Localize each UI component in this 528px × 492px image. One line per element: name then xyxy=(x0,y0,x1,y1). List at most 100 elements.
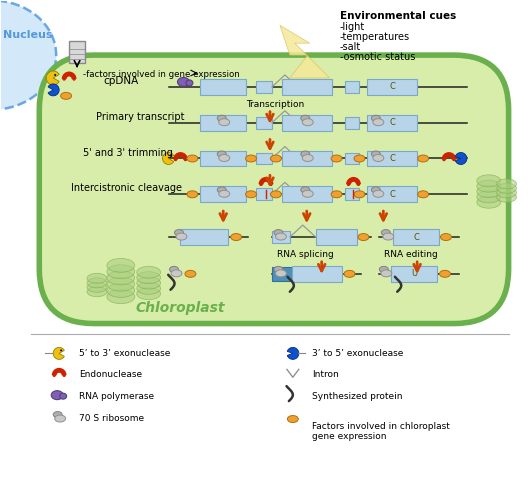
Ellipse shape xyxy=(169,266,178,273)
Ellipse shape xyxy=(270,155,281,162)
Ellipse shape xyxy=(418,155,429,162)
Ellipse shape xyxy=(383,233,394,240)
Ellipse shape xyxy=(354,191,365,198)
Bar xyxy=(367,79,417,95)
Ellipse shape xyxy=(497,184,516,193)
Bar xyxy=(272,231,290,243)
Ellipse shape xyxy=(171,270,182,277)
Ellipse shape xyxy=(177,77,190,87)
Ellipse shape xyxy=(219,119,230,125)
Ellipse shape xyxy=(60,393,67,399)
Text: Chloroplast: Chloroplast xyxy=(136,301,225,314)
Text: C: C xyxy=(413,233,419,242)
Text: -temperatures: -temperatures xyxy=(340,32,410,42)
Text: Nucleus: Nucleus xyxy=(4,30,53,40)
Ellipse shape xyxy=(246,191,257,198)
Ellipse shape xyxy=(107,290,135,304)
Ellipse shape xyxy=(217,115,226,121)
Ellipse shape xyxy=(440,234,451,241)
Ellipse shape xyxy=(137,288,161,300)
Ellipse shape xyxy=(246,155,257,162)
Bar xyxy=(69,41,85,63)
Ellipse shape xyxy=(231,234,242,241)
Ellipse shape xyxy=(452,158,456,161)
Ellipse shape xyxy=(107,277,135,291)
Bar xyxy=(282,186,332,202)
Bar xyxy=(256,81,272,93)
Bar xyxy=(393,229,439,245)
Text: RNA polymerase: RNA polymerase xyxy=(79,392,154,401)
Ellipse shape xyxy=(52,373,56,377)
Ellipse shape xyxy=(347,183,350,186)
Ellipse shape xyxy=(187,155,198,162)
Ellipse shape xyxy=(72,77,76,81)
Text: 5’ to 3’ exonuclease: 5’ to 3’ exonuclease xyxy=(79,349,171,358)
Ellipse shape xyxy=(373,190,384,197)
Ellipse shape xyxy=(497,188,516,198)
Ellipse shape xyxy=(137,282,161,294)
Ellipse shape xyxy=(418,191,429,198)
FancyBboxPatch shape xyxy=(39,55,508,324)
Text: Intron: Intron xyxy=(312,370,338,379)
Ellipse shape xyxy=(185,271,196,277)
Ellipse shape xyxy=(87,282,107,292)
Bar xyxy=(367,186,417,202)
Ellipse shape xyxy=(371,151,380,157)
Ellipse shape xyxy=(477,196,501,208)
Ellipse shape xyxy=(477,175,501,187)
Bar xyxy=(256,117,272,129)
Bar xyxy=(256,188,272,200)
Bar xyxy=(316,229,357,245)
Ellipse shape xyxy=(217,187,226,193)
Ellipse shape xyxy=(219,154,230,161)
Ellipse shape xyxy=(477,191,501,203)
Text: -light: -light xyxy=(340,22,365,32)
Bar xyxy=(200,151,246,166)
Ellipse shape xyxy=(186,80,193,86)
Text: C: C xyxy=(389,118,395,127)
Ellipse shape xyxy=(169,154,172,156)
Wedge shape xyxy=(287,347,299,359)
Bar xyxy=(345,153,360,164)
Bar xyxy=(345,81,360,93)
Bar xyxy=(292,266,342,282)
Ellipse shape xyxy=(301,187,310,193)
Ellipse shape xyxy=(174,158,177,161)
Ellipse shape xyxy=(439,271,450,277)
Bar xyxy=(200,79,246,95)
Ellipse shape xyxy=(107,283,135,297)
Wedge shape xyxy=(163,153,174,164)
Ellipse shape xyxy=(137,266,161,278)
Ellipse shape xyxy=(274,266,283,273)
Bar xyxy=(256,153,272,164)
Ellipse shape xyxy=(184,158,187,161)
Wedge shape xyxy=(455,153,467,164)
Bar xyxy=(391,266,437,282)
Wedge shape xyxy=(46,71,59,85)
Text: Factors involved in chloroplast
gene expression: Factors involved in chloroplast gene exp… xyxy=(312,422,450,441)
Ellipse shape xyxy=(269,183,272,186)
Ellipse shape xyxy=(379,266,388,273)
Text: C: C xyxy=(389,190,395,199)
Ellipse shape xyxy=(87,287,107,297)
Ellipse shape xyxy=(344,271,355,277)
Text: C: C xyxy=(389,154,395,163)
Text: -factors involved in gene expression: -factors involved in gene expression xyxy=(83,70,240,79)
Bar xyxy=(345,117,360,129)
Bar xyxy=(367,115,417,131)
Ellipse shape xyxy=(187,191,198,198)
Ellipse shape xyxy=(477,180,501,192)
Ellipse shape xyxy=(176,233,187,240)
Text: Endonuclease: Endonuclease xyxy=(79,370,142,379)
Ellipse shape xyxy=(137,277,161,289)
Text: 3’ to 5’ exonuclease: 3’ to 5’ exonuclease xyxy=(312,349,403,358)
Text: C: C xyxy=(389,82,395,92)
Bar xyxy=(200,115,246,131)
Ellipse shape xyxy=(87,274,107,283)
Text: RNA editing: RNA editing xyxy=(384,250,438,259)
Ellipse shape xyxy=(274,230,283,236)
Ellipse shape xyxy=(371,187,380,193)
Ellipse shape xyxy=(53,412,62,418)
Ellipse shape xyxy=(270,191,281,198)
Ellipse shape xyxy=(62,77,66,81)
